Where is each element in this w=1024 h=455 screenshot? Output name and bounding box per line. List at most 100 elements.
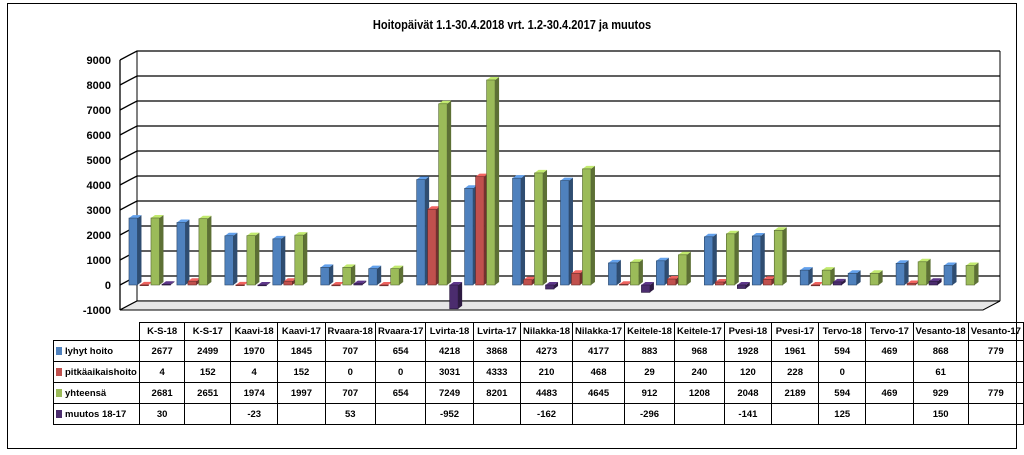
bar-yhteens- bbox=[918, 258, 931, 262]
data-label bbox=[184, 403, 232, 425]
bar-lyhyt-hoito bbox=[847, 272, 857, 286]
bar-yhteens- bbox=[734, 230, 739, 285]
data-label: 8201 bbox=[472, 382, 522, 404]
bar-lyhyt-hoito bbox=[664, 257, 669, 285]
category-label: Lvirta-17 bbox=[472, 322, 522, 341]
category-label: K-S-18 bbox=[138, 322, 186, 341]
bar-lyhyt-hoito bbox=[464, 188, 474, 286]
y-tick-label: 1000 bbox=[87, 255, 111, 267]
bar-muutos-18-17 bbox=[833, 278, 846, 282]
bar-pitk-aikaishoito bbox=[571, 272, 581, 286]
bar-yhteens- bbox=[294, 234, 304, 286]
bar-yhteens- bbox=[198, 215, 212, 219]
legend-key bbox=[56, 346, 62, 355]
bar-yhteens- bbox=[303, 232, 308, 285]
data-label: 2677 bbox=[138, 340, 186, 362]
bar-yhteens- bbox=[534, 172, 544, 286]
bar-yhteens- bbox=[534, 169, 548, 173]
bar-yhteens- bbox=[678, 251, 691, 255]
bar-lyhyt-hoito bbox=[752, 232, 765, 236]
data-label: 4483 bbox=[520, 382, 574, 404]
legend-key bbox=[56, 409, 62, 418]
data-label: 0 bbox=[818, 361, 867, 383]
bar-muutos-18-17 bbox=[449, 284, 459, 310]
bar-lyhyt-hoito bbox=[368, 265, 382, 269]
data-table: K-S-18 K-S-17 Kaavi-18 Kaavi-17 Rvaara-18 Rva… bbox=[53, 322, 1024, 425]
category-label: Keitele-18 bbox=[624, 322, 675, 341]
category-label: Vesanto-17 bbox=[967, 322, 1024, 341]
data-label bbox=[967, 361, 1024, 383]
data-label: 29 bbox=[624, 361, 675, 383]
data-label: 1970 bbox=[230, 340, 279, 362]
y-tick-label: 0 bbox=[105, 280, 111, 292]
bar-yhteens- bbox=[821, 269, 831, 286]
data-label: 152 bbox=[277, 361, 326, 383]
bar-yhteens- bbox=[198, 218, 208, 286]
bar-yhteens- bbox=[678, 254, 688, 286]
data-label: -23 bbox=[230, 403, 279, 425]
bar-yhteens- bbox=[438, 103, 448, 286]
data-label: 1961 bbox=[770, 340, 820, 362]
data-label: 7249 bbox=[425, 382, 474, 404]
bar-pitk-aikaishoito bbox=[475, 176, 485, 286]
y-tick-label: 4000 bbox=[87, 180, 111, 192]
bar-pitk-aikaishoito bbox=[187, 280, 197, 286]
bar-pitk-aikaishoito bbox=[667, 276, 680, 279]
bar-lyhyt-hoito bbox=[512, 177, 522, 286]
bar-yhteens- bbox=[255, 232, 260, 285]
bar-yhteens- bbox=[342, 264, 356, 268]
category-label: Keitele-17 bbox=[673, 322, 725, 341]
bar-muutos-18-17 bbox=[161, 283, 171, 286]
bar-muutos-18-17 bbox=[641, 282, 654, 285]
data-label: 53 bbox=[324, 403, 376, 425]
bar-yhteens- bbox=[773, 229, 784, 286]
bar-muutos-18-17 bbox=[841, 278, 846, 285]
data-label: 125 bbox=[818, 403, 867, 425]
data-label: 1208 bbox=[673, 382, 725, 404]
bar-muutos-18-17 bbox=[458, 282, 463, 309]
y-tick-label: 6000 bbox=[87, 130, 111, 142]
data-label: -141 bbox=[723, 403, 772, 425]
category-label: Nilakka-18 bbox=[520, 322, 574, 341]
bar-lyhyt-hoito bbox=[320, 267, 330, 286]
data-label: 468 bbox=[572, 361, 626, 383]
bar-yhteens- bbox=[207, 215, 212, 285]
bar-lyhyt-hoito bbox=[896, 260, 909, 264]
data-label bbox=[865, 361, 914, 383]
data-label: 4177 bbox=[572, 340, 626, 362]
data-label bbox=[673, 403, 725, 425]
table-row: pitkäaikaishoito 4 152 4 152 0 0 3031 4333 210 468… bbox=[53, 361, 1024, 383]
bar-pitk-aikaishoito bbox=[811, 282, 824, 285]
bar-lyhyt-hoito bbox=[521, 175, 526, 285]
data-label: 707 bbox=[324, 382, 376, 404]
bar-yhteens- bbox=[342, 267, 352, 286]
bar-yhteens- bbox=[822, 267, 835, 271]
data-label bbox=[472, 403, 522, 425]
bar-pitk-aikaishoito bbox=[906, 283, 916, 286]
bar-lyhyt-hoito bbox=[904, 260, 909, 285]
bar-lyhyt-hoito bbox=[856, 270, 861, 285]
bar-lyhyt-hoito bbox=[185, 219, 190, 285]
bar-lyhyt-hoito bbox=[895, 262, 905, 286]
category-label: Kaavi-17 bbox=[277, 322, 326, 341]
data-label bbox=[374, 403, 427, 425]
legend-entry: yhteensä bbox=[53, 382, 140, 404]
bar-yhteens- bbox=[830, 267, 835, 285]
data-label: 594 bbox=[818, 382, 867, 404]
data-label bbox=[770, 403, 820, 425]
bar-lyhyt-hoito bbox=[656, 257, 669, 261]
bar-yhteens- bbox=[630, 261, 640, 286]
category-label: Pvesi-17 bbox=[770, 322, 820, 341]
bar-muutos-18-17 bbox=[353, 283, 363, 286]
bar-yhteens- bbox=[150, 214, 164, 218]
data-label: 2681 bbox=[138, 382, 186, 404]
data-label: 3031 bbox=[425, 361, 474, 383]
bar-yhteens- bbox=[159, 214, 164, 285]
bar-pitk-aikaishoito bbox=[571, 270, 584, 274]
bar-muutos-18-17 bbox=[353, 280, 367, 284]
bar-yhteens- bbox=[294, 232, 308, 236]
bar-yhteens- bbox=[447, 100, 452, 286]
bar-pitk-aikaishoito bbox=[427, 208, 437, 286]
data-label: -952 bbox=[425, 403, 474, 425]
